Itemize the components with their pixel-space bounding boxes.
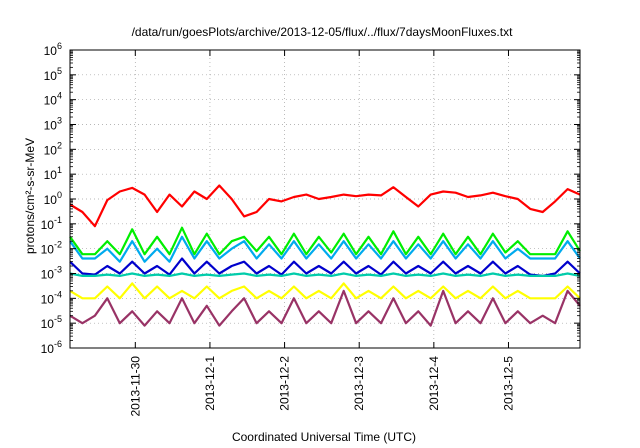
series-line (69, 257, 581, 277)
y-tick-label: 10-6 (41, 339, 62, 356)
series-line (69, 289, 581, 327)
chart-title: /data/run/goesPlots/archive/2013-12-05/f… (132, 25, 514, 39)
plot-frame (69, 49, 581, 349)
series-group (69, 184, 581, 327)
y-tick-label: 103 (44, 116, 62, 133)
series-line (69, 235, 581, 263)
x-tick-label: 2013-12-4 (427, 356, 441, 411)
grid (70, 50, 580, 348)
x-ticks: 2013-11-30 2013-12-1 2013-12-2 2013-12-3 201… (128, 356, 515, 417)
series-line (69, 272, 581, 277)
y-tick-label: 106 (44, 41, 62, 58)
y-tick-label: 10-5 (41, 314, 62, 331)
x-tick-label: 2013-12-1 (203, 356, 217, 411)
x-tick-label: 2013-11-30 (128, 356, 142, 417)
y-tick-label: 104 (44, 91, 62, 108)
series-line (69, 184, 581, 228)
y-tick-label: 10-4 (41, 289, 62, 306)
y-axis-label: protons/cm²-s-sr-MeV (23, 138, 37, 254)
y-tick-label: 101 (44, 165, 62, 182)
x-tick-label: 2013-12-3 (352, 356, 366, 411)
x-tick-label: 2013-12-2 (278, 356, 292, 411)
y-tick-label: 10-1 (41, 215, 62, 232)
series-line (69, 226, 581, 256)
axis-frame (69, 49, 581, 349)
y-tick-label: 10-3 (41, 265, 62, 282)
y-tick-label: 105 (44, 66, 62, 83)
y-tick-label: 100 (44, 190, 62, 207)
series-line (69, 282, 581, 300)
y-tick-label: 102 (44, 140, 62, 157)
y-ticks: 10-6 10-5 10-4 10-3 10-2 10-1 100 101 102 103 104 1… (41, 41, 62, 356)
x-axis-label: Coordinated Universal Time (UTC) (232, 430, 416, 444)
y-tick-label: 10-2 (41, 240, 62, 257)
x-tick-label: 2013-12-5 (501, 356, 515, 411)
